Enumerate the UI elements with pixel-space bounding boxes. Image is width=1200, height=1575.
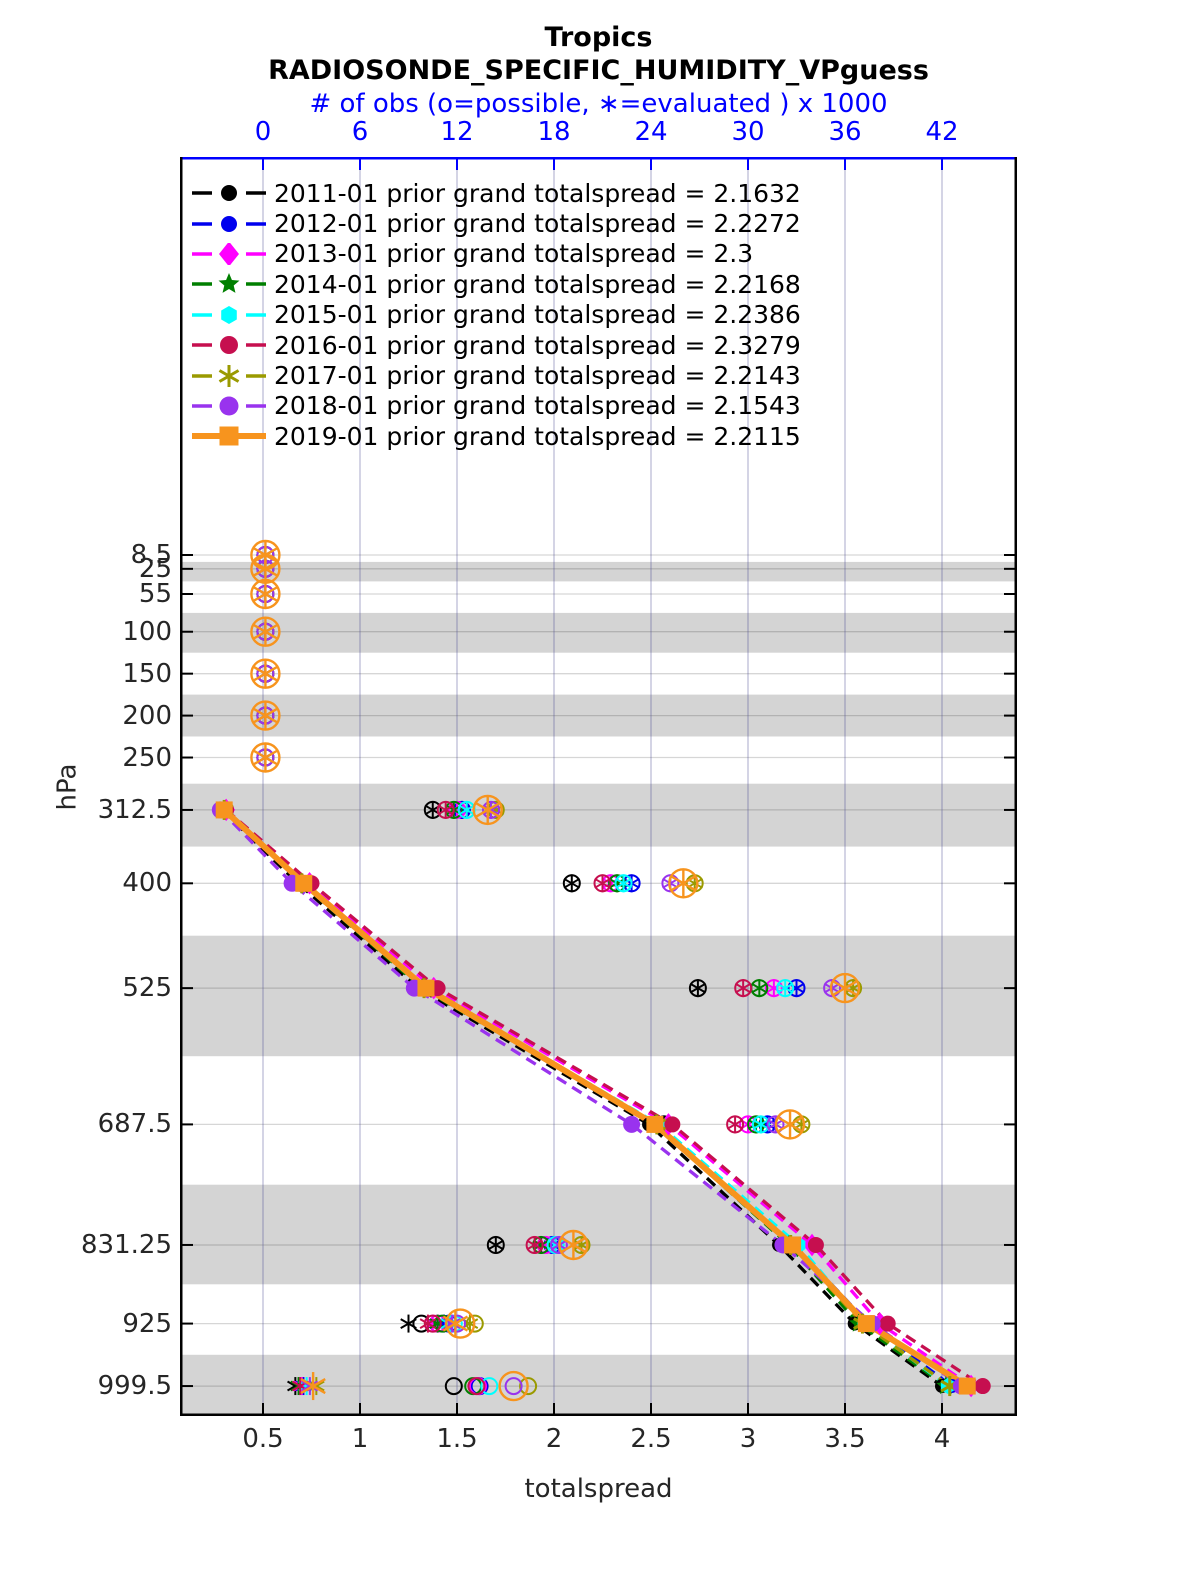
legend-item: 2019-01 prior grand totalspread = 2.2115: [192, 421, 801, 451]
y-axis-label: hPa: [52, 763, 83, 811]
chart-subtitle: RADIOSONDE_SPECIFIC_HUMIDITY_VPguess: [268, 55, 929, 86]
legend-marker-2014-01: [192, 273, 266, 294]
y-tick-label: 831.25: [81, 1230, 172, 1260]
totalspread-markers: [211, 798, 991, 1398]
y-tick-label: 25: [138, 554, 172, 584]
legend-label: 2014-01 prior grand totalspread = 2.2168: [274, 269, 801, 299]
y-tick-label: 687.5: [97, 1109, 172, 1139]
x-tick-label: 2: [545, 1424, 563, 1454]
y-tick-label: 312.5: [97, 795, 172, 825]
legend-label: 2019-01 prior grand totalspread = 2.2115: [274, 421, 801, 451]
x-tick-label: 3.5: [824, 1424, 866, 1454]
x-tick-label: 1: [351, 1424, 369, 1454]
y-tick-label: 200: [122, 701, 172, 731]
shaded-band: [180, 561, 1017, 582]
x-tick-label: 1.5: [436, 1424, 478, 1454]
legend-item: 2018-01 prior grand totalspread = 2.1543: [192, 391, 801, 421]
horizontal-gridlines: [180, 554, 1017, 1387]
y-tick-label: 55: [138, 579, 172, 609]
legend-marker-2018-01: [192, 396, 266, 416]
legend-marker-2013-01: [192, 242, 266, 265]
obs-tick-label: 24: [634, 117, 668, 147]
y-tick-label: 150: [122, 659, 172, 689]
legend-item: 2016-01 prior grand totalspread = 2.3279: [192, 330, 801, 360]
series-line-2019-01: [222, 807, 969, 1389]
obs-tick-label: 12: [440, 117, 474, 147]
series-line-2013-01: [225, 808, 973, 1388]
shaded-band: [180, 694, 1017, 737]
axes: [180, 157, 1017, 1416]
x-axis-label: totalspread: [524, 1474, 673, 1504]
plot-area: [180, 157, 1017, 1416]
legend-item: 2014-01 prior grand totalspread = 2.2168: [192, 269, 801, 299]
obs-tick-label: 36: [828, 117, 862, 147]
legend-marker-2019-01: [192, 426, 266, 446]
shaded-band: [180, 1354, 1017, 1416]
totalspread-lines: [219, 807, 984, 1389]
legend: 2011-01 prior grand totalspread = 2.1632…: [192, 178, 801, 452]
shaded-band: [180, 1184, 1017, 1285]
shaded-band: [180, 935, 1017, 1057]
legend-label: 2015-01 prior grand totalspread = 2.2386: [274, 300, 801, 330]
x-tick-label: 0.5: [242, 1424, 284, 1454]
y-tick-label: 250: [122, 743, 172, 773]
obs-tick-label: 6: [351, 117, 369, 147]
plot-svg: [180, 157, 1017, 1416]
legend-label: 2018-01 prior grand totalspread = 2.1543: [274, 391, 801, 421]
legend-item: 2012-01 prior grand totalspread = 2.2272: [192, 208, 801, 238]
obs-tick-label: 30: [731, 117, 765, 147]
legend-label: 2017-01 prior grand totalspread = 2.2143: [274, 361, 801, 391]
obs-tick-label: 18: [537, 117, 571, 147]
x-tick-label: 2.5: [630, 1424, 672, 1454]
series-line-2016-01: [225, 808, 984, 1388]
legend-marker-2016-01: [192, 336, 266, 355]
legend-item: 2017-01 prior grand totalspread = 2.2143: [192, 360, 801, 390]
shaded-bands: [180, 561, 1017, 1416]
legend-item: 2015-01 prior grand totalspread = 2.2386: [192, 300, 801, 330]
legend-item: 2011-01 prior grand totalspread = 2.1632: [192, 178, 801, 208]
legend-marker-2015-01: [192, 305, 266, 324]
x-tick-label: 3: [739, 1424, 757, 1454]
series-line-2011-01: [221, 808, 943, 1388]
x-tick-label: 4: [933, 1424, 951, 1454]
y-tick-label: 525: [122, 973, 172, 1003]
legend-label: 2011-01 prior grand totalspread = 2.1632: [274, 178, 801, 208]
shaded-band: [180, 783, 1017, 847]
series-line-2018-01: [219, 808, 963, 1388]
obs-axis-label: # of obs (o=possible, ∗=evaluated ) x 10…: [309, 89, 888, 119]
vertical-gridlines: [262, 157, 943, 1416]
y-tick-label: 999.5: [97, 1371, 172, 1401]
series-line-2015-01: [223, 808, 949, 1388]
legend-label: 2016-01 prior grand totalspread = 2.3279: [274, 330, 801, 360]
series-line-2014-01: [223, 808, 947, 1388]
legend-marker-2017-01: [192, 364, 266, 387]
obs-tick-label: 0: [254, 117, 272, 147]
legend-item: 2013-01 prior grand totalspread = 2.3: [192, 239, 801, 269]
legend-marker-2012-01: [192, 215, 266, 232]
y-tick-label: 925: [122, 1309, 172, 1339]
y-tick-label: 100: [122, 617, 172, 647]
chart-title: Tropics: [544, 22, 653, 53]
legend-label: 2013-01 prior grand totalspread = 2.3: [274, 239, 754, 269]
obs-tick-label: 42: [925, 117, 959, 147]
shaded-band: [180, 612, 1017, 653]
obs-count-markers: [250, 539, 863, 1402]
y-tick-label: 8.5: [130, 540, 172, 570]
legend-label: 2012-01 prior grand totalspread = 2.2272: [274, 209, 801, 239]
y-tick-label: 400: [122, 868, 172, 898]
legend-marker-2011-01: [192, 185, 266, 202]
